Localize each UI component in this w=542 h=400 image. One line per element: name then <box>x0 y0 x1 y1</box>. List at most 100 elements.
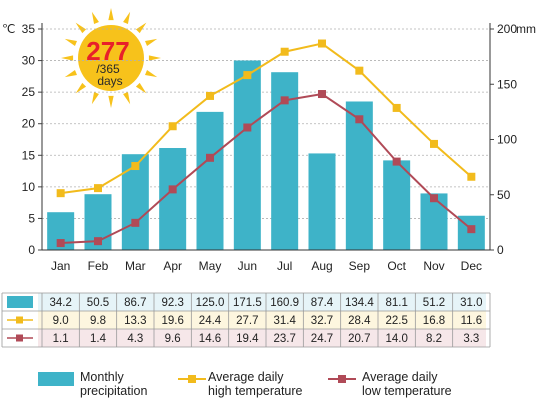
table-cell: 13.3 <box>124 315 146 327</box>
x-tick-label: Jul <box>277 259 292 273</box>
table-cell: 87.4 <box>311 297 334 309</box>
precip-bar-apr <box>159 148 187 250</box>
y-right-unit: mm <box>516 22 536 36</box>
low-temp-point-oct <box>392 157 401 166</box>
sun-ray <box>135 22 147 34</box>
precip-bar-sep <box>345 101 373 250</box>
y-left-tick-label: 15 <box>22 148 36 162</box>
x-tick-label: Sep <box>349 259 371 273</box>
table-cell: 19.4 <box>236 333 259 345</box>
precipitation-bars <box>47 60 485 251</box>
y-left-tick-label: 35 <box>22 22 36 36</box>
low-temp-point-jan <box>56 239 65 248</box>
table-cell: 14.0 <box>385 333 407 345</box>
y-right-tick-label: 150 <box>497 77 517 91</box>
y-left-tick-label: 25 <box>22 85 36 99</box>
low-temp-point-may <box>206 153 214 162</box>
table-cell: 9.0 <box>53 315 69 327</box>
sun-ray <box>75 82 87 94</box>
sun-ray <box>148 55 161 61</box>
x-tick-label: Mar <box>125 259 146 273</box>
high-temp-point-aug <box>318 39 326 48</box>
table-cell: 81.1 <box>385 297 407 309</box>
table-key-low-marker <box>16 334 23 342</box>
precip-bar-may <box>196 111 224 250</box>
x-tick-label: Oct <box>387 259 406 273</box>
sun-ray <box>91 11 99 24</box>
legend-high-label: Average daily high temperature <box>208 370 303 398</box>
sun-ray <box>145 38 158 46</box>
y-left-tick-label: 5 <box>28 211 35 225</box>
table-cell: 32.7 <box>311 315 333 327</box>
high-temp-point-jun <box>243 71 252 80</box>
sun-ray <box>123 11 131 24</box>
low-temp-point-sep <box>355 115 364 124</box>
precip-bar-jun <box>233 60 261 251</box>
high-temp-point-jul <box>280 47 289 56</box>
precip-bar-mar <box>121 154 149 250</box>
grid-lines <box>42 28 490 219</box>
sunshine-days-value: 277 <box>86 36 129 66</box>
high-temp-point-sep <box>355 66 364 75</box>
low-temp-point-jul <box>280 96 289 105</box>
low-temp-point-feb <box>94 237 102 246</box>
high-temp-point-oct <box>392 103 401 112</box>
table-cell: 160.9 <box>270 297 299 309</box>
x-tick-label: Nov <box>423 259 444 273</box>
table-cell: 23.7 <box>273 333 295 345</box>
low-temp-point-mar <box>131 218 140 227</box>
sunshine-days-denominator: /365 <box>96 62 120 76</box>
high-temp-point-dec <box>467 172 476 181</box>
table-cell: 16.8 <box>423 315 445 327</box>
y-right-tick-label: 0 <box>497 243 504 257</box>
table-cell: 34.2 <box>49 297 71 309</box>
table-cell: 86.7 <box>124 297 146 309</box>
high-temp-line <box>60 42 472 195</box>
table-cell: 24.4 <box>199 315 222 327</box>
legend-low-label: Average daily low temperature <box>362 370 452 398</box>
sun-badge: 277 /365 days <box>61 8 161 108</box>
sun-ray <box>108 95 114 108</box>
sun-ray <box>135 82 147 94</box>
x-tick-label: Dec <box>461 259 482 273</box>
y-right-tick-label: 50 <box>497 188 511 202</box>
sun-ray <box>145 70 158 78</box>
table-row-bg <box>38 293 486 311</box>
y-right-tick-label: 100 <box>497 133 517 147</box>
table-cell: 31.0 <box>460 297 482 309</box>
low-temp-point-apr <box>168 185 177 194</box>
table-cell: 1.1 <box>53 333 69 345</box>
sun-ray <box>123 92 131 105</box>
high-temp-point-nov <box>430 139 438 148</box>
table-cell: 134.4 <box>345 297 374 309</box>
table-cell: 9.6 <box>165 333 181 345</box>
legend-precip-label: Monthly precipitation <box>80 370 147 398</box>
sun-ray <box>64 70 77 78</box>
sun-ray <box>91 92 99 105</box>
precip-bar-nov <box>420 193 448 250</box>
table-key-high-marker <box>16 316 23 324</box>
x-tick-labels: Jan Feb Mar Apr May Jun Jul Aug Sep Oct Nov Dec <box>51 259 482 273</box>
low-temp-line <box>60 92 472 245</box>
y-left-tick-label: 0 <box>28 243 35 257</box>
sunshine-days-unit: days <box>97 74 122 88</box>
table-cell: 9.8 <box>90 315 106 327</box>
table-cell: 8.2 <box>426 333 442 345</box>
table-cell: 92.3 <box>161 297 183 309</box>
y-left-tick-label: 30 <box>22 54 36 68</box>
table-cell: 22.5 <box>385 315 407 327</box>
table-cell: 27.7 <box>236 315 258 327</box>
legend-precip-swatch <box>38 372 74 386</box>
plot-frame <box>41 23 491 251</box>
table-cell: 19.6 <box>161 315 183 327</box>
sun-ray <box>75 22 87 34</box>
sun-ray <box>64 38 77 46</box>
y-left-unit: ℃ <box>2 22 15 36</box>
x-tick-label: May <box>199 259 222 273</box>
table-cell: 51.2 <box>423 297 445 309</box>
table-row-bg <box>38 311 486 329</box>
x-tick-label: Aug <box>311 259 332 273</box>
y-right-ticks: 0 50 100 150 200 <box>490 22 517 257</box>
y-left-tick-label: 10 <box>22 180 36 194</box>
